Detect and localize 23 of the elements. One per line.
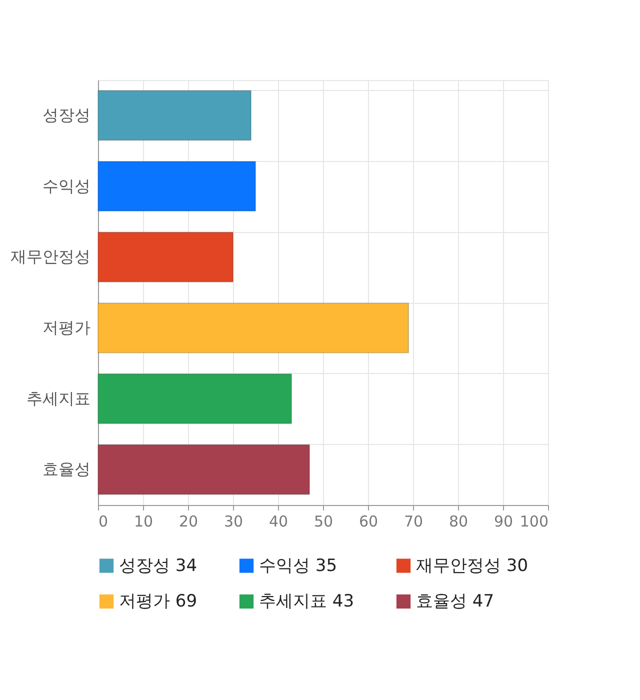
x-tick-label: 90 (494, 512, 514, 530)
legend-label: 효율성 47 (416, 592, 494, 612)
x-tick-label: 60 (358, 512, 378, 530)
legend-label: 저평가 69 (119, 592, 198, 612)
legend-label: 재무안정성 30 (416, 556, 528, 576)
x-tick-label: 80 (448, 512, 468, 530)
y-tick-label: 추세지표 (26, 388, 90, 408)
y-tick-label: 수익성 (42, 176, 90, 196)
x-tick-label: 100 (520, 512, 548, 530)
x-tick-label: 0 (98, 512, 108, 530)
x-tick-label: 30 (224, 512, 244, 530)
x-tick-label: 70 (404, 512, 424, 530)
x-tick-label: 50 (314, 512, 334, 530)
x-tick-label: 40 (268, 512, 288, 530)
y-tick-label: 효율성 (42, 460, 90, 479)
y-tick-label: 재무안정성 (10, 247, 90, 266)
y-tick-label: 성장성 (42, 105, 90, 124)
legend-label: 추세지표 43 (259, 592, 354, 612)
legend-label: 성장성 34 (119, 556, 198, 576)
y-tick-label: 저평가 (42, 318, 90, 337)
legend-label: 수익성 35 (259, 556, 338, 576)
x-tick-label: 10 (134, 512, 154, 530)
x-tick-label: 20 (178, 512, 198, 530)
